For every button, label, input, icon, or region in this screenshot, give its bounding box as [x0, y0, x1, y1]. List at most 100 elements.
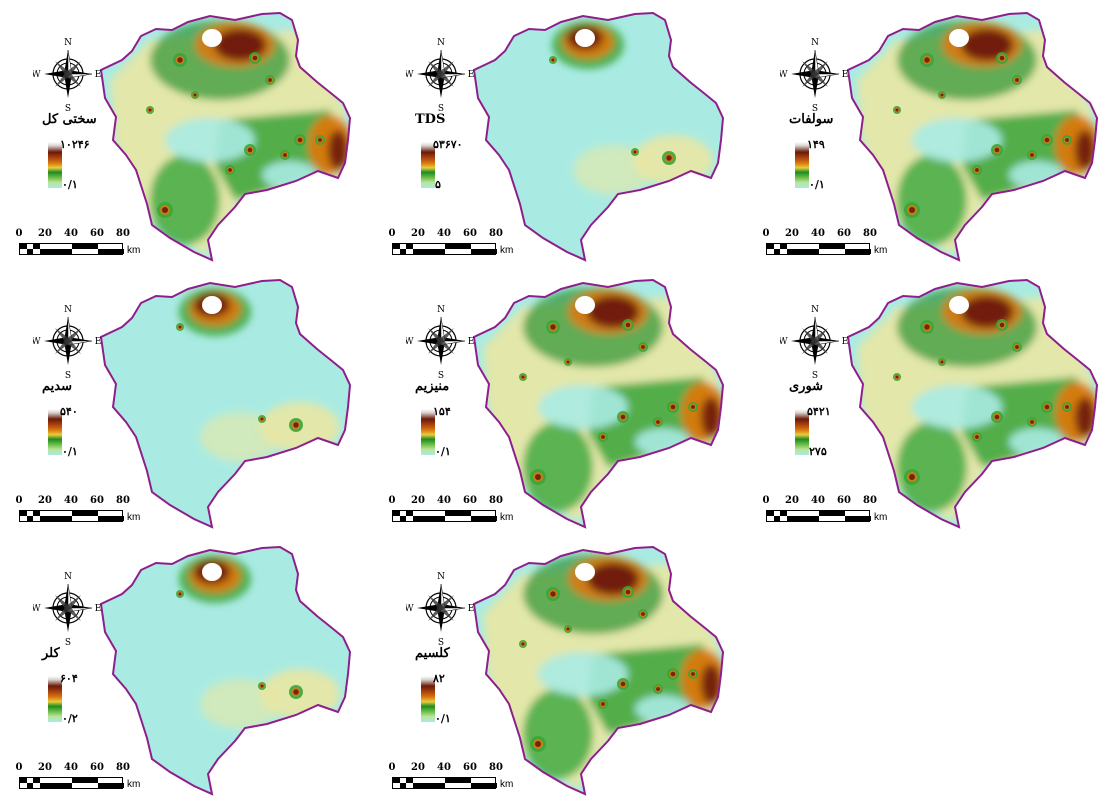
- study-area-boundary: [472, 11, 725, 262]
- parameter-label: سدیم: [42, 379, 72, 394]
- scale-bar: 0 20 40 60 80 km: [389, 495, 514, 529]
- scale-tick-label: 0: [15, 228, 23, 239]
- legend-min-value: ۰/۱: [435, 712, 451, 725]
- compass-w-label: W: [406, 70, 414, 80]
- map-panel-chloride: N S E W کلر ۶۰۴ ۰/۲ 0 20 40 60 80 km: [0, 534, 373, 801]
- legend-color-ramp: [421, 142, 435, 188]
- scale-tick-label: 60: [463, 495, 477, 506]
- north-arrow-compass-icon: N S E W: [33, 38, 101, 114]
- parameter-label: سولفات: [789, 112, 834, 127]
- north-arrow-compass-icon: N S E W: [406, 38, 475, 114]
- scale-tick-label: 80: [863, 228, 877, 239]
- map-panel-magnesium: N S E W منیزیم ۱۵۴ ۰/۱ 0 20 40 60 80 km: [373, 267, 746, 534]
- scale-tick-label: 0: [762, 228, 770, 239]
- scale-tick-label: 20: [411, 495, 425, 506]
- scale-tick-label: 40: [437, 495, 451, 506]
- scale-bar-graphic: [392, 510, 497, 522]
- legend-min-value: ۵: [435, 178, 441, 191]
- interpolation-map: [472, 278, 725, 529]
- scale-tick-label: 80: [863, 495, 877, 506]
- scale-bar: 0 20 40 60 80 km: [16, 762, 141, 796]
- scale-bar-graphic: [19, 510, 124, 522]
- legend-min-value: ۰/۱: [435, 445, 451, 458]
- study-area-boundary: [99, 545, 352, 796]
- scale-tick-label: 40: [64, 228, 78, 239]
- interpolation-map: [846, 278, 1099, 529]
- study-area-boundary: [99, 11, 352, 262]
- interpolation-map: [472, 545, 725, 796]
- north-arrow-compass-icon: N S E W: [780, 38, 848, 114]
- compass-n-label: N: [811, 305, 819, 315]
- map-panel-salinity: N S E W شوری ۵۴۲۱ ۲۷۵ 0 20 40 60 80 km: [747, 267, 1120, 534]
- scale-tick-label: 80: [489, 762, 503, 773]
- compass-e-label: E: [842, 337, 849, 347]
- scale-tick-label: 40: [64, 762, 78, 773]
- scale-tick-label: 60: [90, 495, 104, 506]
- compass-n-label: N: [64, 572, 72, 582]
- compass-w-label: W: [406, 337, 414, 347]
- compass-e-label: E: [468, 604, 475, 614]
- scale-bar: 0 20 40 60 80 km: [16, 495, 141, 529]
- north-arrow-compass-icon: N S E W: [33, 572, 101, 648]
- scale-tick-label: 0: [388, 228, 396, 239]
- compass-w-label: W: [33, 337, 41, 347]
- scale-tick-label: 0: [15, 495, 23, 506]
- scale-tick-label: 20: [38, 762, 52, 773]
- compass-w-label: W: [780, 70, 788, 80]
- map-panel-total-hardness: N S E W سختی کل ۱۰۲۴۶ ۰/۱ 0 20 40 60 80 km: [0, 0, 373, 267]
- interpolation-map: [99, 11, 352, 262]
- study-area-boundary: [846, 278, 1099, 529]
- legend-color-ramp: [795, 409, 809, 455]
- scale-bar-graphic: [766, 510, 871, 522]
- scale-unit-label: km: [127, 779, 141, 790]
- interpolation-map: [846, 11, 1099, 262]
- north-arrow-compass-icon: N S E W: [406, 572, 475, 648]
- scale-bar: 0 20 40 60 80 km: [763, 228, 888, 262]
- scale-tick-label: 0: [388, 495, 396, 506]
- scale-tick-label: 80: [489, 495, 503, 506]
- legend-max-value: ۵۳۶۷۰: [433, 138, 463, 151]
- scale-unit-label: km: [500, 245, 514, 256]
- scale-unit-label: km: [500, 512, 514, 523]
- scale-tick-label: 20: [411, 762, 425, 773]
- legend-max-value: ۶۰۴: [60, 672, 78, 685]
- parameter-label: کلسیم: [415, 646, 450, 661]
- compass-s-label: S: [65, 371, 71, 381]
- scale-unit-label: km: [127, 245, 141, 256]
- scale-bar-graphic: [392, 243, 497, 255]
- scale-tick-label: 40: [811, 228, 825, 239]
- map-panel-sodium: N S E W سدیم ۵۴۰ ۰/۱ 0 20 40 60 80 km: [0, 267, 373, 534]
- compass-n-label: N: [64, 38, 72, 48]
- scale-tick-label: 60: [463, 762, 477, 773]
- legend-max-value: ۱۰۲۴۶: [60, 138, 90, 151]
- scale-tick-label: 60: [90, 762, 104, 773]
- scale-tick-label: 80: [116, 228, 130, 239]
- scale-tick-label: 20: [785, 495, 799, 506]
- compass-w-label: W: [33, 70, 41, 80]
- study-area-boundary: [99, 278, 352, 529]
- scale-tick-label: 40: [811, 495, 825, 506]
- compass-s-label: S: [812, 371, 818, 381]
- scale-bar-graphic: [766, 243, 871, 255]
- compass-e-label: E: [468, 70, 475, 80]
- scale-bar: 0 20 40 60 80 km: [763, 495, 888, 529]
- legend-color-ramp: [421, 409, 435, 455]
- scale-bar-graphic: [19, 777, 124, 789]
- interpolation-map: [99, 545, 352, 796]
- scale-bar-graphic: [19, 243, 124, 255]
- legend-max-value: ۱۵۴: [433, 405, 451, 418]
- compass-e-label: E: [95, 337, 102, 347]
- scale-tick-label: 80: [489, 228, 503, 239]
- scale-bar: 0 20 40 60 80 km: [389, 762, 514, 796]
- legend-color-ramp: [48, 409, 62, 455]
- legend-max-value: ۱۴۹: [807, 138, 825, 151]
- compass-n-label: N: [64, 305, 72, 315]
- scale-tick-label: 80: [116, 762, 130, 773]
- parameter-label: کلر: [42, 646, 60, 661]
- legend-max-value: ۵۴۲۱: [807, 405, 831, 418]
- parameter-label: شوری: [789, 379, 824, 394]
- scale-tick-label: 40: [64, 495, 78, 506]
- scale-bar: 0 20 40 60 80 km: [16, 228, 141, 262]
- scale-unit-label: km: [874, 245, 888, 256]
- compass-w-label: W: [33, 604, 41, 614]
